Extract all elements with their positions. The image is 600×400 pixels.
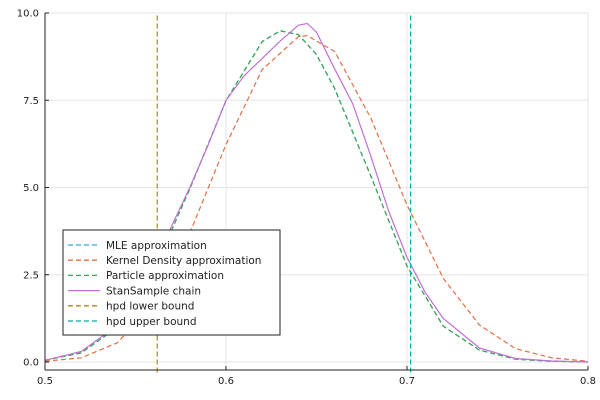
x-tick-label: 0.6 — [218, 376, 234, 387]
series-line-kernel-density-approximation — [44, 35, 589, 362]
y-tick-label: 7.5 — [23, 96, 39, 107]
y-tick-label: 2.5 — [23, 270, 39, 281]
legend-box — [62, 229, 281, 336]
y-tick-label: 5.0 — [23, 183, 39, 194]
y-tick-label: 10.0 — [17, 9, 39, 20]
legend-label-hpd-upper-bound: hpd upper bound — [106, 316, 197, 328]
legend: MLE approximation Kernel Density approxim… — [62, 229, 281, 336]
legend-label-hpd-lower-bound: hpd lower bound — [106, 301, 194, 313]
y-tick-label: 0.0 — [23, 358, 39, 369]
x-tick-label: 0.5 — [37, 376, 53, 387]
x-tick-label: 0.7 — [399, 376, 415, 387]
axes — [44, 12, 589, 371]
legend-label-mle-approximation: MLE approximation — [106, 240, 207, 252]
x-tick-label: 0.8 — [580, 376, 596, 387]
legend-label-stansample-chain: StanSample chain — [106, 285, 201, 297]
legend-label-particle-approximation: Particle approximation — [106, 270, 224, 282]
tick-labels: 0.5 0.6 0.7 0.8 0.0 2.5 5.0 7.5 10.0 — [17, 9, 596, 388]
legend-label-kernel-density-approximation: Kernel Density approximation — [106, 255, 261, 267]
